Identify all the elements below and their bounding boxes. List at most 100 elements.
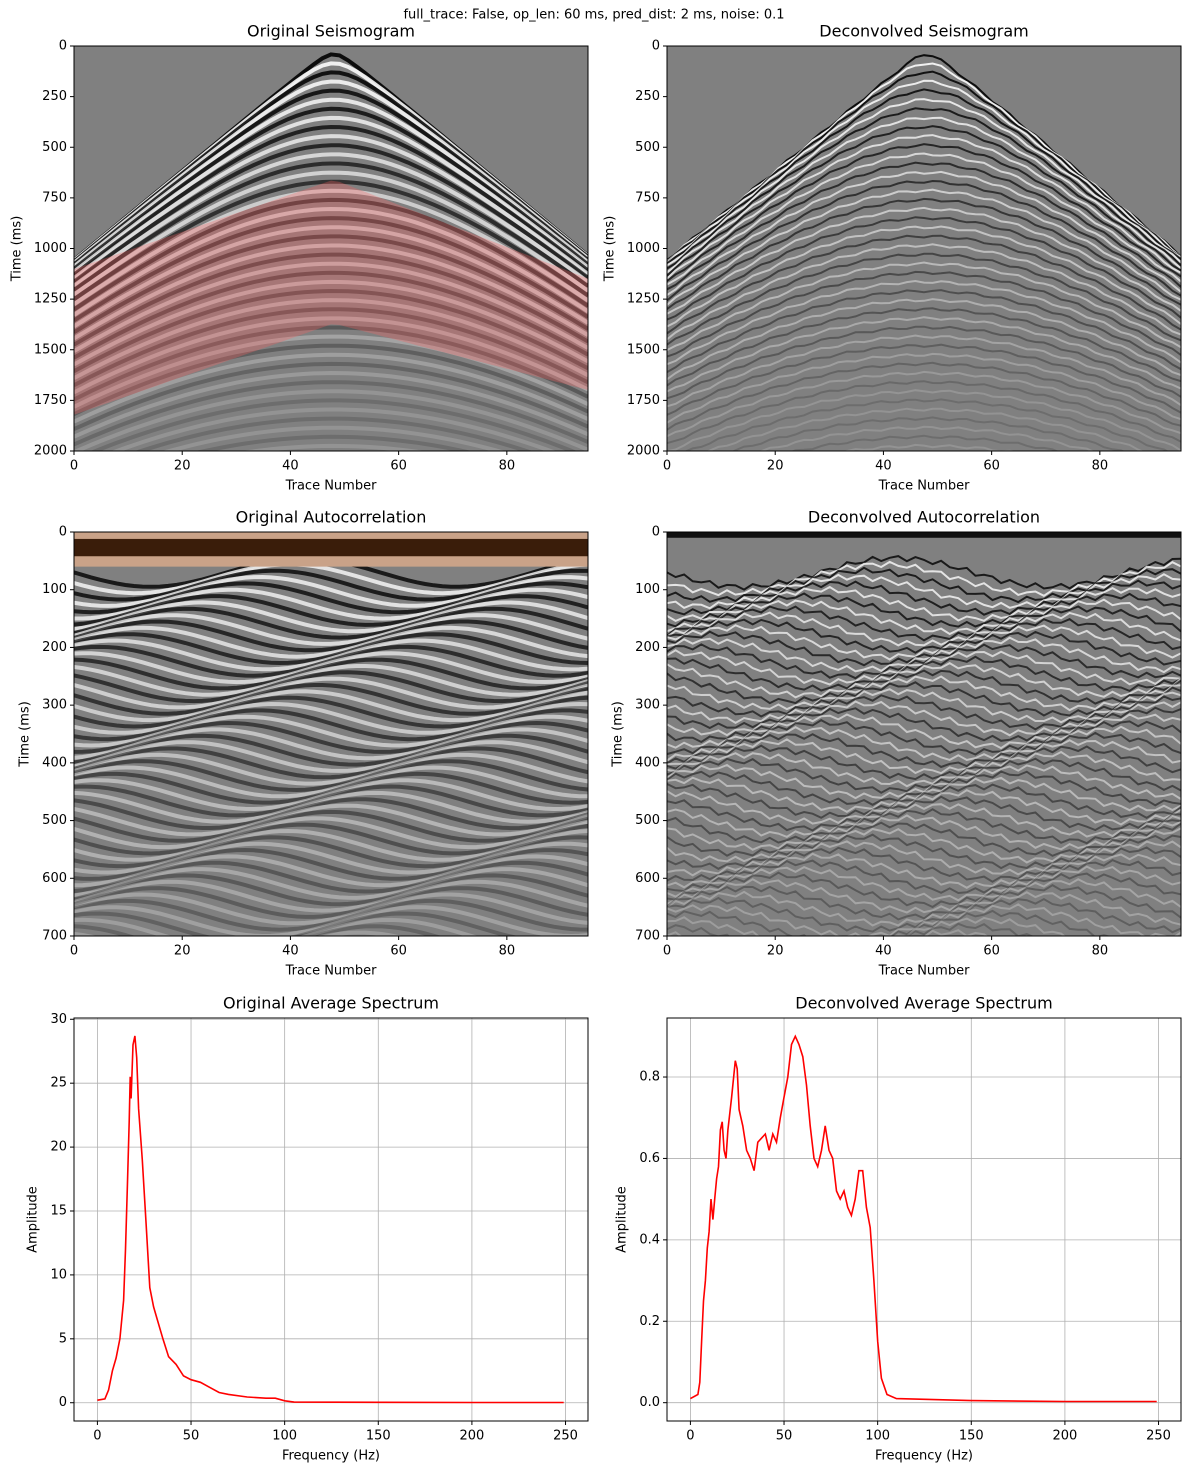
image-texture xyxy=(667,252,1181,346)
image-texture xyxy=(74,701,588,735)
y-tick-label: 1500 xyxy=(627,342,660,357)
x-tick-label: 40 xyxy=(875,944,892,959)
image-texture xyxy=(74,727,588,761)
image-texture xyxy=(74,664,588,697)
image-texture xyxy=(667,878,1181,914)
image-texture xyxy=(134,416,533,451)
image-texture xyxy=(74,161,588,292)
plot-area xyxy=(667,532,1181,936)
y-tick-label: 700 xyxy=(42,929,67,944)
y-tick-label: 2000 xyxy=(627,444,660,459)
y-tick-label: 1750 xyxy=(627,393,660,408)
image-texture xyxy=(74,97,588,269)
image-texture xyxy=(667,370,1181,438)
chart-title: Original Autocorrelation xyxy=(236,508,427,527)
image-texture xyxy=(74,771,588,805)
image-texture xyxy=(667,389,1181,451)
y-tick-label: 250 xyxy=(635,89,660,104)
image-texture xyxy=(74,234,588,335)
y-tick-label: 300 xyxy=(42,698,67,713)
image-texture xyxy=(667,618,1181,654)
image-texture xyxy=(667,197,1181,310)
image-texture xyxy=(667,88,1181,265)
y-tick-label: 1250 xyxy=(627,292,660,307)
axes-frame xyxy=(73,1017,589,1422)
image-texture xyxy=(667,713,1181,750)
image-texture xyxy=(667,922,1034,936)
y-tick-label: 1750 xyxy=(34,393,67,408)
image-texture xyxy=(74,879,588,913)
image-texture xyxy=(667,70,1181,264)
x-tick-label: 0 xyxy=(93,1429,101,1444)
image-texture xyxy=(74,170,588,297)
image-texture xyxy=(74,389,588,451)
x-tick-label: 40 xyxy=(282,459,299,474)
image-texture xyxy=(667,757,1181,794)
image-texture xyxy=(74,917,479,936)
x-tick-label: 50 xyxy=(776,1429,793,1444)
image-texture xyxy=(74,179,588,301)
x-tick-label: 0 xyxy=(686,1429,694,1444)
image-texture xyxy=(74,803,588,837)
image-texture xyxy=(74,892,588,926)
image-texture xyxy=(74,644,588,678)
image-texture xyxy=(667,179,1181,302)
y-tick-label: 0 xyxy=(652,525,660,540)
x-tick-label: 200 xyxy=(1052,1429,1077,1444)
image-texture xyxy=(74,683,588,716)
image-texture xyxy=(74,625,588,659)
image-texture xyxy=(74,316,588,395)
y-tick-label: 0 xyxy=(59,39,67,54)
image-texture xyxy=(667,731,1181,769)
image-texture xyxy=(667,225,1181,328)
x-tick-label: 0 xyxy=(70,459,78,474)
image-texture xyxy=(74,924,442,936)
image-texture xyxy=(667,783,1181,820)
image-texture xyxy=(241,443,426,451)
image-texture xyxy=(667,890,1181,927)
y-tick-label: 20 xyxy=(50,1140,67,1155)
image-texture xyxy=(74,361,588,431)
image-texture xyxy=(74,88,588,266)
image-texture xyxy=(667,808,1181,845)
image-texture xyxy=(74,651,588,685)
image-texture xyxy=(74,886,588,919)
y-tick-label: 200 xyxy=(635,640,660,655)
axes-frame xyxy=(666,1017,1182,1422)
image-texture xyxy=(74,568,588,602)
image-texture xyxy=(667,896,1181,934)
image-texture xyxy=(667,598,1181,636)
image-texture xyxy=(74,307,588,387)
image-texture xyxy=(74,587,588,621)
image-texture xyxy=(74,841,588,875)
y-tick-label: 300 xyxy=(635,698,660,713)
image-texture xyxy=(74,261,588,353)
image-texture xyxy=(74,352,588,424)
image-texture xyxy=(667,655,1181,693)
y-tick-label: 750 xyxy=(42,190,67,205)
axes-frame xyxy=(666,531,1182,937)
image-texture xyxy=(74,343,588,417)
image-texture xyxy=(90,398,578,451)
image-texture xyxy=(74,740,588,773)
image-background xyxy=(667,46,1181,451)
y-tick-label: 0.8 xyxy=(639,1070,660,1085)
x-axis-label: Frequency (Hz) xyxy=(875,1449,973,1464)
image-texture xyxy=(667,744,1181,781)
image-texture xyxy=(843,443,1016,451)
image-texture xyxy=(74,930,404,936)
x-axis-label: Trace Number xyxy=(878,964,970,979)
image-texture xyxy=(667,343,1181,416)
y-tick-label: 600 xyxy=(635,871,660,886)
image-texture xyxy=(74,911,518,936)
image-texture xyxy=(667,624,1181,661)
image-texture xyxy=(667,884,1181,921)
x-tick-label: 60 xyxy=(390,459,407,474)
image-texture xyxy=(667,261,1181,351)
y-axis-label: Time (ms) xyxy=(611,701,626,768)
image-texture xyxy=(74,325,588,402)
image-texture xyxy=(706,407,1145,451)
chart-title: Deconvolved Autocorrelation xyxy=(808,508,1040,527)
image-texture xyxy=(74,216,588,323)
image-texture xyxy=(74,778,588,812)
